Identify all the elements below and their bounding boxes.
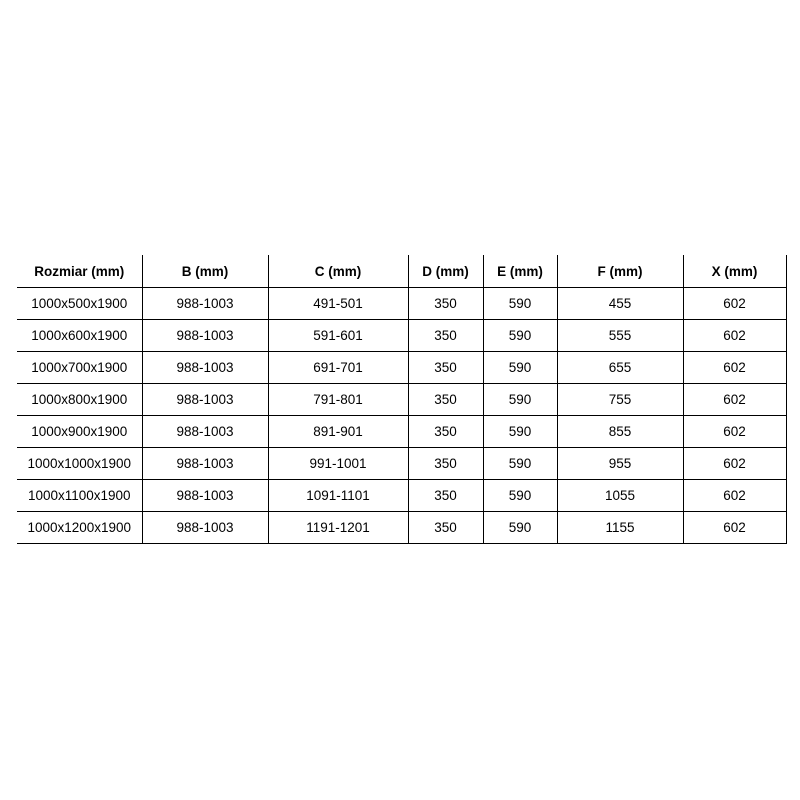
cell-f: 1055 [557, 479, 684, 512]
cell-e: 590 [483, 319, 558, 352]
table-row: 1000x700x1900 988-1003 691-701 350 590 6… [17, 351, 787, 384]
cell-rozmiar: 1000x800x1900 [17, 383, 143, 416]
cell-x: 602 [683, 415, 787, 448]
cell-d: 350 [408, 287, 484, 320]
cell-rozmiar: 1000x1200x1900 [17, 511, 143, 544]
cell-f: 555 [557, 319, 684, 352]
table-row: 1000x1200x1900 988-1003 1191-1201 350 59… [17, 511, 787, 544]
table-row: 1000x800x1900 988-1003 791-801 350 590 7… [17, 383, 787, 416]
cell-b: 988-1003 [142, 447, 269, 480]
cell-b: 988-1003 [142, 319, 269, 352]
cell-d: 350 [408, 383, 484, 416]
cell-b: 988-1003 [142, 383, 269, 416]
cell-c: 591-601 [268, 319, 409, 352]
table-row: 1000x900x1900 988-1003 891-901 350 590 8… [17, 415, 787, 448]
cell-rozmiar: 1000x900x1900 [17, 415, 143, 448]
cell-x: 602 [683, 383, 787, 416]
cell-c: 991-1001 [268, 447, 409, 480]
cell-e: 590 [483, 383, 558, 416]
header-row: Rozmiar (mm) B (mm) C (mm) D (mm) E (mm)… [17, 255, 787, 288]
cell-x: 602 [683, 287, 787, 320]
cell-b: 988-1003 [142, 415, 269, 448]
cell-f: 855 [557, 415, 684, 448]
cell-e: 590 [483, 511, 558, 544]
cell-rozmiar: 1000x1000x1900 [17, 447, 143, 480]
col-header-c: C (mm) [268, 255, 409, 288]
col-header-rozmiar: Rozmiar (mm) [17, 255, 143, 288]
cell-rozmiar: 1000x500x1900 [17, 287, 143, 320]
cell-b: 988-1003 [142, 287, 269, 320]
cell-rozmiar: 1000x600x1900 [17, 319, 143, 352]
cell-d: 350 [408, 511, 484, 544]
cell-x: 602 [683, 351, 787, 384]
col-header-x: X (mm) [683, 255, 787, 288]
table-row: 1000x1000x1900 988-1003 991-1001 350 590… [17, 447, 787, 480]
cell-d: 350 [408, 319, 484, 352]
cell-f: 455 [557, 287, 684, 320]
cell-f: 955 [557, 447, 684, 480]
col-header-e: E (mm) [483, 255, 558, 288]
cell-rozmiar: 1000x700x1900 [17, 351, 143, 384]
table-row: 1000x500x1900 988-1003 491-501 350 590 4… [17, 287, 787, 320]
cell-c: 1091-1101 [268, 479, 409, 512]
cell-x: 602 [683, 479, 787, 512]
cell-e: 590 [483, 287, 558, 320]
cell-d: 350 [408, 479, 484, 512]
cell-e: 590 [483, 351, 558, 384]
cell-c: 891-901 [268, 415, 409, 448]
cell-e: 590 [483, 447, 558, 480]
spec-table: Rozmiar (mm) B (mm) C (mm) D (mm) E (mm)… [17, 255, 787, 544]
table-row: 1000x600x1900 988-1003 591-601 350 590 5… [17, 319, 787, 352]
cell-e: 590 [483, 415, 558, 448]
cell-b: 988-1003 [142, 479, 269, 512]
cell-b: 988-1003 [142, 351, 269, 384]
cell-d: 350 [408, 351, 484, 384]
cell-x: 602 [683, 319, 787, 352]
cell-f: 655 [557, 351, 684, 384]
col-header-d: D (mm) [408, 255, 484, 288]
cell-f: 1155 [557, 511, 684, 544]
cell-c: 691-701 [268, 351, 409, 384]
cell-rozmiar: 1000x1100x1900 [17, 479, 143, 512]
cell-b: 988-1003 [142, 511, 269, 544]
cell-d: 350 [408, 447, 484, 480]
cell-c: 791-801 [268, 383, 409, 416]
cell-c: 1191-1201 [268, 511, 409, 544]
cell-x: 602 [683, 447, 787, 480]
cell-e: 590 [483, 479, 558, 512]
cell-x: 602 [683, 511, 787, 544]
cell-c: 491-501 [268, 287, 409, 320]
cell-f: 755 [557, 383, 684, 416]
col-header-b: B (mm) [142, 255, 269, 288]
col-header-f: F (mm) [557, 255, 684, 288]
table-row: 1000x1100x1900 988-1003 1091-1101 350 59… [17, 479, 787, 512]
cell-d: 350 [408, 415, 484, 448]
